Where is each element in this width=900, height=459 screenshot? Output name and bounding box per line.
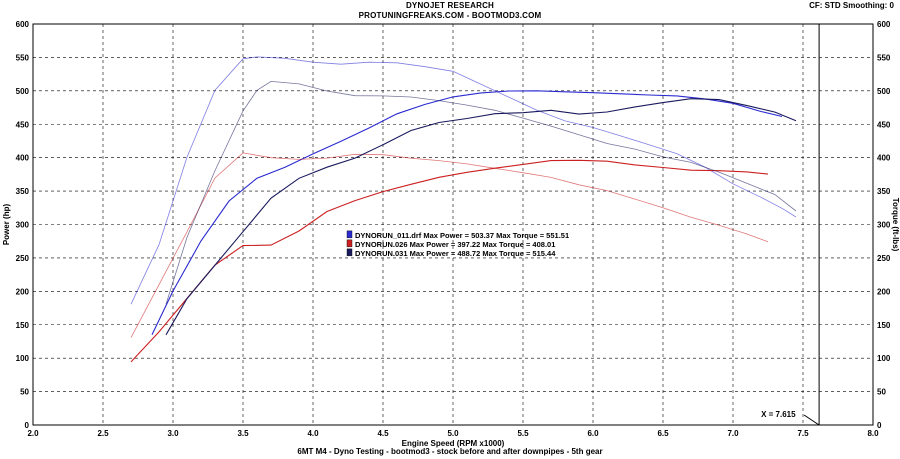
cursor-pointer (803, 414, 820, 426)
y-axis-label: Power (hp) (2, 204, 11, 246)
legend: DYNORUN_011.drf Max Power = 503.37 Max T… (346, 230, 569, 258)
y2-tick-label: 200 (877, 287, 891, 296)
y2-tick-label: 100 (877, 354, 891, 363)
x-tick-label: 6.0 (587, 429, 599, 438)
y-tick-label: 550 (16, 53, 30, 62)
y-tick-label: 0 (25, 421, 30, 430)
x-tick-label: 8.0 (867, 429, 879, 438)
chart-title: DYNOJET RESEARCH (405, 1, 495, 10)
y-tick-label: 200 (16, 287, 30, 296)
series-line-dynorun-026-torque (130, 152, 769, 338)
x-tick-label: 7.5 (797, 429, 809, 438)
x-tick-labels: 2.0 2.5 3.0 3.5 4.0 4.5 5.0 5.5 6.0 6.5 7.0 7.5 8.0 (27, 429, 879, 438)
y-tick-label: 350 (16, 187, 30, 196)
y-tick-label: 300 (16, 221, 30, 230)
y-tick-label: 100 (16, 354, 30, 363)
legend-entry: DYNORUN.026 Max Power = 397.22 Max Torqu… (355, 240, 555, 249)
y2-tick-label: 450 (877, 120, 891, 129)
series-lines (130, 56, 797, 363)
series-line-dynorun-011-drf-power (151, 90, 783, 336)
correction-factor-info: CF: STD Smoothing: 0 (809, 1, 894, 10)
legend-swatch (346, 248, 353, 257)
y-tick-label: 150 (16, 321, 30, 330)
chart-caption: 6MT M4 - Dyno Testing - bootmod3 - stock… (297, 447, 603, 456)
legend-swatch (346, 239, 353, 248)
series-line-dynorun-031-torque (165, 80, 797, 305)
y2-tick-label: 350 (877, 187, 891, 196)
x-tick-label: 2.5 (97, 429, 109, 438)
x-tick-label: 5.5 (517, 429, 529, 438)
x-tick-label: 4.0 (307, 429, 319, 438)
y2-tick-label: 400 (877, 154, 891, 163)
y2-tick-label: 150 (877, 321, 891, 330)
x-tick-label: 7.0 (727, 429, 739, 438)
x-tick-label: 5.0 (447, 429, 459, 438)
x-tick-label: 3.5 (237, 429, 249, 438)
series-line-dynorun-011-drf-torque (130, 56, 797, 305)
y2-tick-label: 50 (877, 388, 886, 397)
y-tick-label: 400 (16, 154, 30, 163)
plot-frame (32, 23, 874, 426)
chart-subtitle: PROTUNINGFREAKS.COM - BOOTMOD3.COM (358, 11, 542, 20)
y-tick-labels: 0 50 100 150 200 250 300 350 400 450 500 550 600 (16, 20, 30, 430)
y-tick-label: 250 (16, 254, 30, 263)
y2-tick-label: 0 (877, 421, 882, 430)
series-line-dynorun-031-power (165, 98, 797, 336)
y2-tick-labels: 0 50 100 150 200 250 300 350 400 450 500 550 600 (877, 20, 891, 430)
legend-entry: DYNORUN_011.drf Max Power = 503.37 Max T… (355, 231, 569, 240)
y2-tick-label: 550 (877, 53, 891, 62)
legend-entry: DYNORUN.031 Max Power = 488.72 Max Torqu… (355, 249, 556, 258)
y-tick-label: 500 (16, 87, 30, 96)
y2-tick-label: 500 (877, 87, 891, 96)
y-tick-label: 450 (16, 120, 30, 129)
x-tick-label: 3.0 (167, 429, 179, 438)
x-axis-label: Engine Speed (RPM x1000) (402, 439, 505, 448)
y2-tick-label: 600 (877, 20, 891, 29)
cursor-label: X = 7.615 (761, 410, 796, 419)
x-tick-label: 2.0 (27, 429, 39, 438)
series-line-dynorun-026-power (130, 159, 769, 363)
y2-axis-label: Torque (ft-lbs) (891, 198, 900, 252)
y2-tick-label: 300 (877, 221, 891, 230)
x-tick-label: 6.5 (657, 429, 669, 438)
y-tick-label: 600 (16, 20, 30, 29)
x-tick-label: 4.5 (377, 429, 389, 438)
grid-lines (33, 24, 873, 425)
y-tick-label: 50 (20, 388, 29, 397)
y2-tick-label: 250 (877, 254, 891, 263)
legend-swatch (346, 230, 353, 239)
